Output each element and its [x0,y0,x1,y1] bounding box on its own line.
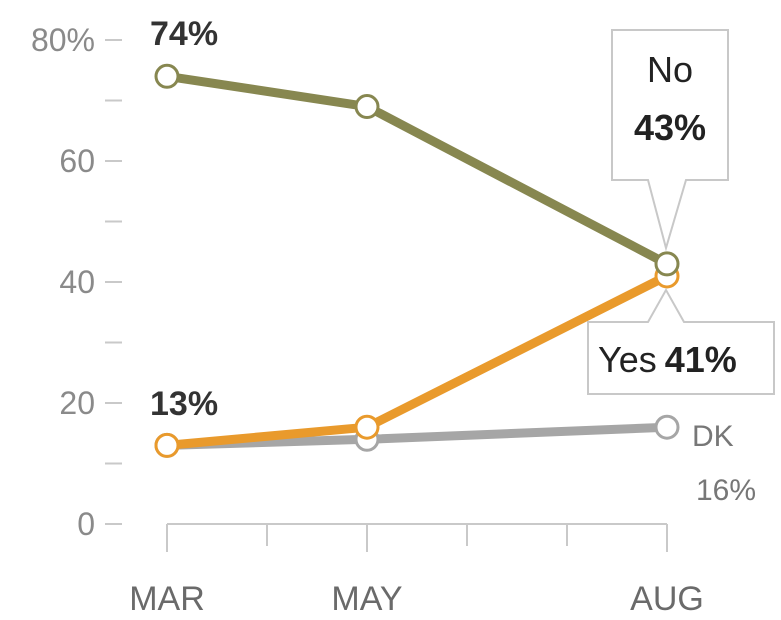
yes-callout-name: Yes [598,339,657,380]
x-tick-label: AUG [630,580,704,618]
y-tick-label: 20 [59,385,95,421]
series-point-dk [654,414,680,440]
yes-callout-box [587,287,775,395]
yes-callout: Yes 41% [587,287,775,395]
series-point-no [654,251,680,277]
series-layer [154,63,680,458]
series-line-no [162,71,672,269]
series-point-yes [154,432,180,458]
yes-callout-text: Yes 41% [598,339,737,380]
series-point-no [154,63,180,89]
x-tick-label: MAR [129,580,205,618]
no-callout: No 43% [611,29,729,252]
no-callout-name: No [647,49,693,90]
no-start-label: 74% [150,15,218,53]
dk-value-label: 16% [696,474,756,507]
series-point-no [354,94,380,120]
y-tick-label: 40 [59,264,95,300]
y-tick-label: 60 [59,143,95,179]
no-callout-box [611,29,729,252]
x-axis: MAR MAY AUG [129,523,704,618]
y-tick-label: 0 [77,506,95,542]
no-callout-value: 43% [634,107,706,148]
dk-name-label: DK [692,420,734,453]
y-tick-label: 80% [31,22,95,58]
y-axis: 0 20 40 60 80% [31,22,122,542]
series-point-yes [354,414,380,440]
yes-callout-value: 41% [665,339,737,380]
x-tick-label: MAY [331,580,402,618]
yes-start-label: 13% [150,385,218,423]
